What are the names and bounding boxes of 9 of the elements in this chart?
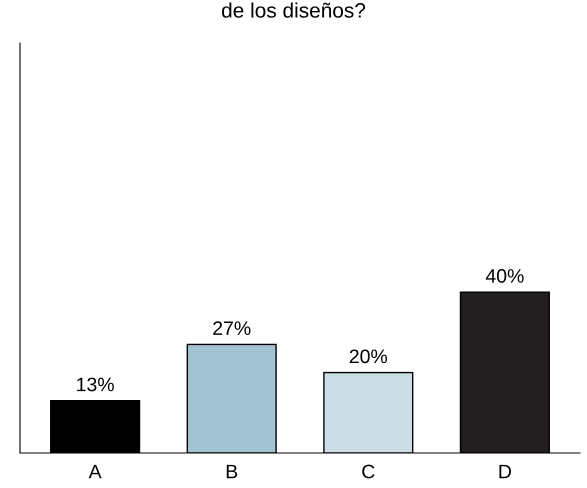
x-tick-label: C <box>362 464 375 478</box>
chart-title: de los diseños? <box>222 2 366 18</box>
x-tick-label: D <box>499 464 511 478</box>
data-label: 20% <box>350 349 388 364</box>
x-tick-label: B <box>226 464 238 478</box>
data-label: 27% <box>213 321 250 335</box>
data-label: 40% <box>486 269 524 283</box>
x-tick-label: A <box>88 464 102 478</box>
data-label: 13% <box>77 378 114 392</box>
